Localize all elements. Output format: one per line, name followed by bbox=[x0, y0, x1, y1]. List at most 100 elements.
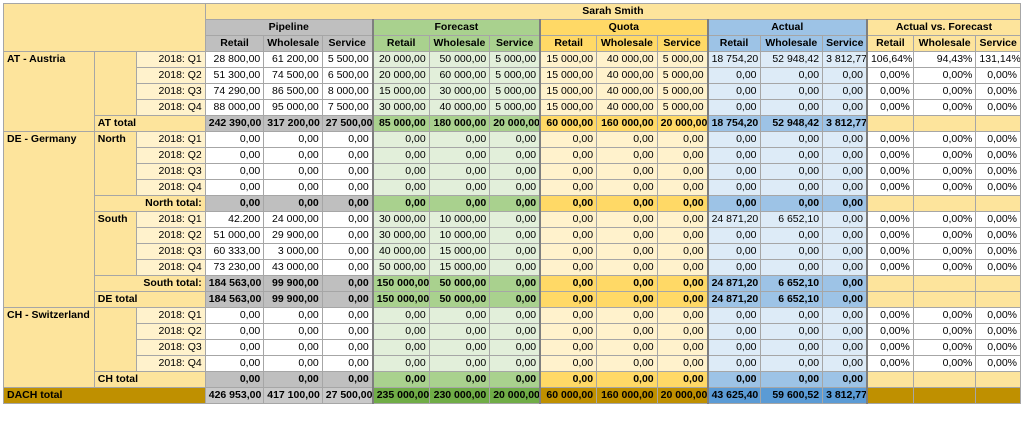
pipeline-value-cell[interactable]: 0,00 bbox=[263, 371, 323, 388]
pipeline-value-cell[interactable]: 7 500,00 bbox=[321, 99, 374, 116]
subcol-header[interactable]: Service bbox=[321, 35, 374, 52]
pipeline-value-cell[interactable]: 0,00 bbox=[263, 147, 323, 164]
actual-value-cell[interactable]: 6 652,10 bbox=[759, 275, 824, 292]
forecast-value-cell[interactable]: 20 000,00 bbox=[489, 387, 541, 404]
forecast-value-cell[interactable]: 230 000,00 bbox=[428, 387, 491, 404]
pipeline-value-cell[interactable]: 99 900,00 bbox=[263, 275, 323, 292]
subcol-header[interactable]: Retail bbox=[204, 35, 265, 52]
actual-vs-forecast-cell[interactable]: 0,00% bbox=[865, 67, 914, 84]
period-label[interactable]: 2018: Q1 bbox=[136, 51, 206, 68]
actual-value-cell[interactable]: 0,00 bbox=[706, 227, 761, 244]
pipeline-value-cell[interactable]: 0,00 bbox=[204, 323, 265, 340]
quota-value-cell[interactable]: 0,00 bbox=[596, 211, 658, 228]
pipeline-value-cell[interactable]: 28 800,00 bbox=[204, 51, 265, 68]
forecast-value-cell[interactable]: 0,00 bbox=[371, 339, 430, 356]
actual-value-cell[interactable]: 0,00 bbox=[706, 355, 761, 372]
actual-vs-forecast-cell[interactable]: 0,00% bbox=[975, 211, 1021, 228]
period-label[interactable]: 2018: Q3 bbox=[136, 243, 206, 260]
region-total-label[interactable]: South total: bbox=[93, 275, 206, 292]
forecast-value-cell[interactable]: 5 000,00 bbox=[489, 51, 541, 68]
pipeline-value-cell[interactable]: 99 900,00 bbox=[263, 291, 323, 308]
actual-value-cell[interactable]: 52 948,42 bbox=[759, 115, 824, 132]
forecast-value-cell[interactable]: 0,00 bbox=[371, 355, 430, 372]
actual-vs-forecast-cell[interactable]: 0,00% bbox=[865, 131, 914, 148]
actual-vs-forecast-cell[interactable]: 0,00% bbox=[865, 99, 914, 116]
quota-value-cell[interactable]: 0,00 bbox=[596, 355, 658, 372]
actual-vs-forecast-cell[interactable]: 0,00% bbox=[975, 227, 1021, 244]
pipeline-value-cell[interactable]: 0,00 bbox=[204, 355, 265, 372]
forecast-value-cell[interactable]: 0,00 bbox=[489, 147, 541, 164]
pipeline-value-cell[interactable]: 0,00 bbox=[321, 259, 374, 276]
quota-value-cell[interactable]: 0,00 bbox=[539, 227, 598, 244]
pipeline-value-cell[interactable]: 0,00 bbox=[321, 211, 374, 228]
actual-value-cell[interactable]: 0,00 bbox=[706, 371, 761, 388]
actual-value-cell[interactable]: 3 812,77 bbox=[822, 115, 868, 132]
quota-value-cell[interactable]: 0,00 bbox=[596, 307, 658, 324]
grand-total-label[interactable]: DACH total bbox=[3, 387, 206, 404]
actual-vs-forecast-cell[interactable]: 0,00% bbox=[912, 307, 977, 324]
pipeline-value-cell[interactable]: 3 000,00 bbox=[263, 243, 323, 260]
period-label[interactable]: 2018: Q3 bbox=[136, 339, 206, 356]
actual-value-cell[interactable]: 0,00 bbox=[759, 195, 824, 212]
actual-vs-forecast-cell[interactable]: 0,00% bbox=[865, 179, 914, 196]
quota-value-cell[interactable]: 0,00 bbox=[596, 147, 658, 164]
actual-vs-forecast-cell[interactable]: 0,00% bbox=[865, 227, 914, 244]
actual-value-cell[interactable]: 0,00 bbox=[822, 323, 868, 340]
quota-value-cell[interactable]: 0,00 bbox=[656, 275, 709, 292]
actual-value-cell[interactable]: 0,00 bbox=[822, 355, 868, 372]
actual-value-cell[interactable]: 0,00 bbox=[822, 307, 868, 324]
actual-value-cell[interactable]: 52 948,42 bbox=[759, 51, 824, 68]
group-header-pipeline[interactable]: Pipeline bbox=[204, 19, 374, 36]
quota-value-cell[interactable]: 0,00 bbox=[656, 291, 709, 308]
period-label[interactable]: 2018: Q2 bbox=[136, 67, 206, 84]
quota-value-cell[interactable]: 40 000,00 bbox=[596, 99, 658, 116]
forecast-value-cell[interactable]: 50 000,00 bbox=[428, 51, 491, 68]
quota-value-cell[interactable]: 0,00 bbox=[539, 371, 598, 388]
actual-vs-forecast-cell[interactable] bbox=[865, 275, 914, 292]
pipeline-value-cell[interactable]: 0,00 bbox=[204, 339, 265, 356]
forecast-value-cell[interactable]: 0,00 bbox=[489, 339, 541, 356]
actual-value-cell[interactable]: 0,00 bbox=[759, 67, 824, 84]
forecast-value-cell[interactable]: 0,00 bbox=[489, 355, 541, 372]
actual-value-cell[interactable]: 0,00 bbox=[822, 371, 868, 388]
pipeline-value-cell[interactable]: 8 000,00 bbox=[321, 83, 374, 100]
actual-vs-forecast-cell[interactable] bbox=[865, 291, 914, 308]
actual-value-cell[interactable]: 0,00 bbox=[759, 355, 824, 372]
pipeline-value-cell[interactable]: 0,00 bbox=[204, 307, 265, 324]
actual-vs-forecast-cell[interactable]: 0,00% bbox=[912, 83, 977, 100]
forecast-value-cell[interactable]: 0,00 bbox=[428, 371, 491, 388]
quota-value-cell[interactable]: 0,00 bbox=[539, 355, 598, 372]
pipeline-value-cell[interactable]: 0,00 bbox=[321, 307, 374, 324]
pipeline-value-cell[interactable]: 0,00 bbox=[321, 147, 374, 164]
forecast-value-cell[interactable]: 0,00 bbox=[489, 195, 541, 212]
group-header-actual[interactable]: Actual bbox=[706, 19, 868, 36]
actual-value-cell[interactable]: 0,00 bbox=[759, 339, 824, 356]
country-total-label[interactable]: AT total bbox=[93, 115, 206, 132]
subcol-header[interactable]: Wholesale bbox=[428, 35, 491, 52]
actual-vs-forecast-cell[interactable]: 0,00% bbox=[912, 339, 977, 356]
actual-value-cell[interactable]: 0,00 bbox=[706, 323, 761, 340]
quota-value-cell[interactable]: 5 000,00 bbox=[656, 67, 709, 84]
quota-value-cell[interactable]: 0,00 bbox=[596, 179, 658, 196]
forecast-value-cell[interactable]: 0,00 bbox=[428, 131, 491, 148]
actual-value-cell[interactable]: 0,00 bbox=[706, 83, 761, 100]
actual-value-cell[interactable]: 0,00 bbox=[822, 243, 868, 260]
actual-vs-forecast-cell[interactable]: 0,00% bbox=[912, 99, 977, 116]
pipeline-value-cell[interactable]: 317 200,00 bbox=[263, 115, 323, 132]
actual-vs-forecast-cell[interactable]: 0,00% bbox=[865, 355, 914, 372]
actual-value-cell[interactable]: 0,00 bbox=[822, 179, 868, 196]
forecast-value-cell[interactable]: 0,00 bbox=[489, 275, 541, 292]
quota-value-cell[interactable]: 0,00 bbox=[539, 323, 598, 340]
period-label[interactable]: 2018: Q2 bbox=[136, 227, 206, 244]
forecast-value-cell[interactable]: 20 000,00 bbox=[371, 51, 430, 68]
actual-value-cell[interactable]: 0,00 bbox=[822, 275, 868, 292]
actual-vs-forecast-cell[interactable]: 0,00% bbox=[912, 147, 977, 164]
forecast-value-cell[interactable]: 30 000,00 bbox=[371, 227, 430, 244]
pipeline-value-cell[interactable]: 0,00 bbox=[321, 371, 374, 388]
quota-value-cell[interactable]: 0,00 bbox=[656, 307, 709, 324]
quota-value-cell[interactable]: 20 000,00 bbox=[656, 115, 709, 132]
quota-value-cell[interactable]: 0,00 bbox=[539, 275, 598, 292]
actual-vs-forecast-cell[interactable]: 0,00% bbox=[975, 179, 1021, 196]
pipeline-value-cell[interactable]: 184 563,00 bbox=[204, 291, 265, 308]
quota-value-cell[interactable]: 0,00 bbox=[656, 355, 709, 372]
